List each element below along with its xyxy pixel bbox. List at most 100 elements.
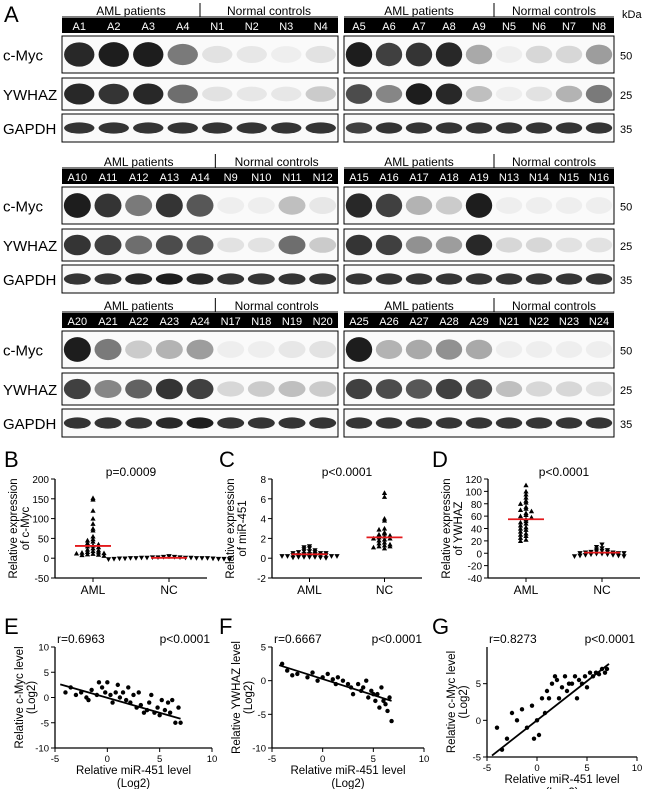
data-point (136, 690, 141, 695)
blot-membrane (343, 330, 615, 369)
data-point (381, 698, 386, 704)
r-value-label: r=0.6963 (57, 632, 105, 646)
data-point (379, 685, 384, 690)
lane-label: N17 (221, 316, 241, 328)
band (186, 378, 214, 400)
data-point (599, 546, 605, 551)
band (465, 379, 493, 399)
x-tick-label: NC (593, 583, 611, 597)
data-point (103, 690, 108, 695)
band (167, 84, 198, 104)
x-tick-label: -5 (268, 754, 276, 765)
data-point (295, 671, 300, 677)
band (435, 42, 463, 67)
band (98, 122, 129, 134)
group-label-aml: AML patients (384, 4, 454, 18)
data-point (552, 674, 558, 679)
regression-line (59, 683, 181, 720)
row-label: GAPDH (3, 272, 56, 289)
data-point (155, 705, 160, 710)
mw-marker: 25 (620, 90, 632, 102)
data-point (539, 696, 545, 701)
band (555, 381, 583, 397)
data-point (519, 707, 525, 712)
data-point (381, 536, 388, 542)
data-point (523, 491, 529, 497)
x-tick-label: AML (297, 583, 322, 597)
band (247, 237, 275, 253)
band (186, 417, 214, 429)
data-point (523, 524, 529, 530)
lane-label: N19 (282, 316, 302, 328)
data-point (165, 700, 171, 705)
panel-label-d: D (432, 447, 448, 472)
data-point (157, 712, 162, 718)
data-point (517, 522, 524, 528)
y-tick-label: -50 (35, 574, 50, 585)
data-point (517, 532, 524, 537)
panel-label-e: E (4, 614, 19, 639)
data-point (173, 720, 178, 725)
data-point (73, 550, 80, 556)
y-tick-label: 8 (260, 475, 266, 486)
data-point (571, 554, 578, 559)
band (247, 197, 275, 214)
band (375, 234, 403, 256)
lane-label: N16 (589, 172, 609, 184)
band (435, 236, 463, 254)
data-point (306, 546, 313, 551)
band (465, 122, 493, 134)
y-tick-label: 200 (32, 475, 49, 486)
lane-label: N5 (502, 21, 516, 33)
lane-label: N1 (210, 21, 224, 33)
data-point (517, 513, 524, 519)
data-point (588, 552, 594, 558)
data-point (90, 548, 96, 554)
y-tick-label: -10 (35, 744, 49, 755)
data-point (188, 555, 194, 561)
band (98, 83, 129, 105)
band (202, 45, 233, 64)
lane-label: A20 (68, 316, 88, 328)
band (405, 122, 433, 134)
x-tick-label: 5 (584, 763, 589, 774)
data-point (584, 685, 590, 690)
band (217, 341, 245, 358)
data-point (334, 554, 340, 559)
y-tick-label: -5 (473, 753, 481, 764)
band (278, 381, 306, 397)
data-point (602, 670, 608, 675)
regression-line (491, 663, 610, 757)
data-point (101, 550, 107, 556)
lane-label: N2 (245, 21, 259, 33)
band (525, 341, 553, 358)
x-axis-label: (Log2) (331, 778, 364, 789)
data-point (544, 688, 550, 694)
x-tick-label: 0 (320, 754, 325, 765)
band (525, 237, 553, 253)
data-point (73, 692, 79, 698)
data-point (523, 506, 529, 511)
band (186, 194, 214, 217)
band (247, 381, 275, 397)
data-point (101, 553, 107, 558)
lane-label: N20 (313, 316, 333, 328)
band (465, 86, 493, 102)
data-point (517, 535, 524, 540)
data-point (370, 544, 377, 550)
lane-label: A22 (129, 316, 149, 328)
band (525, 122, 553, 134)
band (405, 83, 433, 105)
lane-label: N14 (529, 172, 549, 184)
lane-label: A9 (472, 21, 485, 33)
band (63, 234, 91, 256)
band (309, 381, 337, 397)
band (305, 45, 336, 64)
data-point (178, 720, 183, 725)
data-point (577, 551, 583, 556)
x-axis-label: (Log2) (117, 778, 150, 789)
x-tick-label: 0 (534, 763, 539, 774)
data-point (523, 537, 529, 542)
data-point (381, 517, 388, 523)
p-value-label: p=0.0009 (106, 465, 157, 479)
